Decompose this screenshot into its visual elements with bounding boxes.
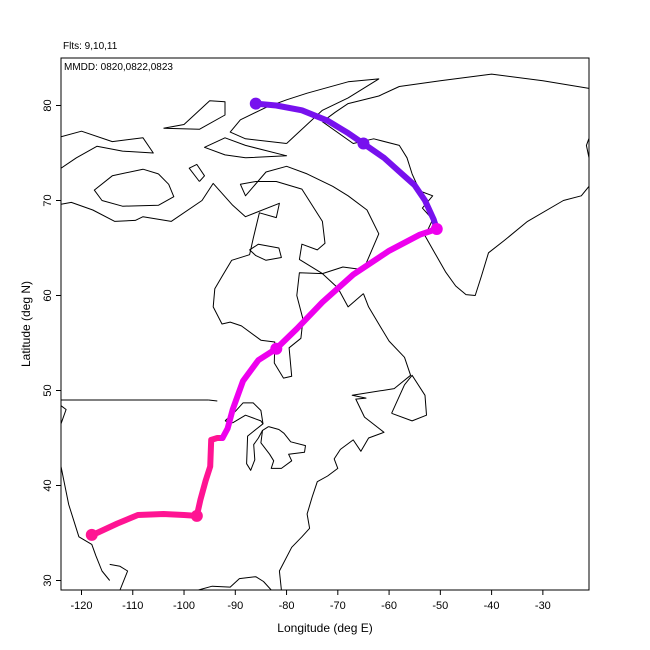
y-tick-label: 50 (42, 384, 54, 396)
coastline-segment (229, 78, 380, 144)
track-point (270, 342, 283, 355)
track-point (357, 137, 370, 150)
y-tick-label: 30 (42, 574, 54, 586)
x-tick-label: -30 (535, 600, 551, 612)
coastline-segment (322, 73, 589, 123)
plot-frame (60, 57, 590, 591)
x-tick-label: -120 (70, 600, 92, 612)
x-axis: -120 -110 -100 -90 -80 -70 -60 -50 -40 -30 (70, 590, 551, 612)
x-tick-label: -80 (279, 600, 295, 612)
track-point (190, 509, 203, 522)
coastline-segment (249, 243, 282, 261)
coastline-segment (208, 399, 218, 402)
coastline-segment (61, 130, 154, 169)
x-tick-label: -50 (432, 600, 448, 612)
coastline-segment (239, 165, 380, 275)
coastline-segment (61, 182, 364, 379)
flight-track-layer (85, 97, 443, 541)
y-tick-label: 40 (42, 479, 54, 491)
x-tick-label: -70 (330, 600, 346, 612)
x-tick-label: -110 (122, 600, 143, 612)
x-axis-title: Longitude (deg E) (277, 621, 372, 635)
coastline-segment (278, 293, 412, 590)
coastline-segment (322, 121, 589, 296)
x-tick-label: -60 (381, 600, 397, 612)
flight-track-line (88, 435, 226, 538)
y-tick-label: 80 (42, 99, 54, 111)
flight-track-line (252, 100, 440, 232)
coastline-segment (224, 414, 264, 471)
x-tick-label: -90 (227, 600, 243, 612)
flight-track-line (219, 226, 440, 441)
y-axis-title: Latitude (deg N) (19, 281, 33, 367)
dates-label: MMDD: 0820,0822,0823 (64, 62, 173, 73)
y-axis: 30 40 50 60 70 80 (42, 99, 61, 587)
coastline-segment (198, 576, 272, 590)
x-tick-label: -40 (484, 600, 500, 612)
flights-label: Flts: 9,10,11 (63, 41, 118, 52)
coastline-segment (163, 100, 226, 130)
coastline-segment (109, 563, 129, 590)
y-tick-label: 60 (42, 289, 54, 301)
track-point (249, 97, 262, 110)
coastline-segment (61, 405, 111, 581)
coastline-segment (93, 168, 175, 207)
coastline-segment (260, 426, 306, 469)
coastline-segment (391, 374, 427, 422)
coastline-segment (585, 136, 589, 158)
track-point (430, 223, 443, 235)
coastline-segment (204, 137, 288, 159)
y-tick-label: 70 (42, 194, 54, 206)
track-point (85, 528, 98, 541)
x-tick-label: -100 (173, 600, 195, 612)
coastline-segment (188, 163, 205, 182)
